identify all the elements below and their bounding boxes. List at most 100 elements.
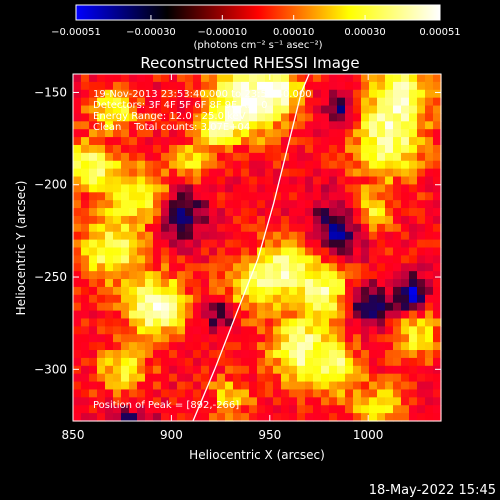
heatmap-cell bbox=[329, 263, 338, 272]
heatmap-cell bbox=[417, 176, 426, 186]
heatmap-cell bbox=[249, 121, 258, 130]
heatmap-cell bbox=[249, 184, 258, 193]
heatmap-cell bbox=[377, 342, 386, 351]
heatmap-cell bbox=[257, 247, 266, 256]
heatmap-cell bbox=[369, 113, 378, 122]
heatmap-cell bbox=[153, 74, 162, 83]
heatmap-cell bbox=[113, 74, 122, 83]
heatmap-cell bbox=[409, 239, 418, 249]
heatmap-cell bbox=[321, 350, 330, 359]
heatmap-cell bbox=[249, 231, 258, 241]
heatmap-cell bbox=[385, 184, 394, 193]
heatmap-cell bbox=[369, 215, 378, 225]
heatmap-cell bbox=[345, 334, 354, 343]
heatmap-cell bbox=[417, 89, 426, 99]
heatmap-cell bbox=[169, 184, 178, 193]
heatmap-cell bbox=[273, 310, 282, 320]
heatmap-cell bbox=[257, 310, 266, 320]
heatmap-cell bbox=[313, 294, 322, 304]
heatmap-cell bbox=[433, 397, 442, 406]
heatmap-cell bbox=[337, 294, 346, 304]
heatmap-cell bbox=[217, 310, 226, 320]
heatmap-cell bbox=[265, 223, 274, 233]
heatmap-cell bbox=[121, 160, 130, 170]
heatmap-cell bbox=[225, 200, 234, 209]
heatmap-cell bbox=[137, 160, 146, 170]
heatmap-cell bbox=[81, 168, 90, 178]
heatmap-cell bbox=[105, 152, 114, 162]
heatmap-cell bbox=[209, 89, 218, 99]
heatmap-cell bbox=[73, 302, 82, 312]
heatmap-cell bbox=[241, 176, 250, 186]
heatmap-cell bbox=[321, 294, 330, 304]
heatmap-cell bbox=[193, 263, 202, 272]
heatmap-cell bbox=[121, 342, 130, 351]
heatmap-cell bbox=[201, 129, 210, 138]
heatmap-cell bbox=[417, 413, 426, 422]
heatmap-cell bbox=[393, 97, 402, 107]
heatmap-cell bbox=[329, 255, 338, 264]
heatmap-cell bbox=[89, 342, 98, 351]
heatmap-cell bbox=[145, 231, 154, 241]
heatmap-cell bbox=[169, 286, 178, 296]
heatmap-cell bbox=[345, 239, 354, 249]
heatmap-cell bbox=[113, 105, 122, 115]
heatmap-cell bbox=[81, 160, 90, 170]
heatmap-cell bbox=[289, 152, 298, 162]
heatmap-cell bbox=[369, 121, 378, 130]
heatmap-cell bbox=[113, 239, 122, 249]
heatmap-cell bbox=[225, 342, 234, 351]
heatmap-cell bbox=[409, 342, 418, 351]
heatmap-cell bbox=[225, 294, 234, 304]
heatmap-cell bbox=[97, 192, 106, 201]
heatmap-cell bbox=[81, 192, 90, 201]
heatmap-cell bbox=[329, 397, 338, 406]
heatmap-cell bbox=[177, 373, 186, 383]
heatmap-cell bbox=[433, 286, 442, 296]
heatmap-cell bbox=[329, 350, 338, 359]
heatmap-cell bbox=[73, 318, 82, 327]
heatmap-cell bbox=[345, 381, 354, 391]
heatmap-cell bbox=[201, 168, 210, 178]
heatmap-cell bbox=[121, 239, 130, 249]
heatmap-cell bbox=[265, 334, 274, 343]
heatmap-cell bbox=[417, 294, 426, 304]
heatmap-cell bbox=[337, 326, 346, 335]
heatmap-cell bbox=[385, 137, 394, 146]
heatmap-cell bbox=[177, 144, 186, 154]
heatmap-cell bbox=[201, 318, 210, 327]
heatmap-cell bbox=[369, 294, 378, 304]
heatmap-cell bbox=[105, 413, 114, 422]
heatmap-cell bbox=[113, 413, 122, 422]
heatmap-cell bbox=[233, 121, 242, 130]
heatmap-cell bbox=[361, 263, 370, 272]
plot-frame bbox=[72, 73, 442, 422]
heatmap-cell bbox=[105, 279, 114, 288]
heatmap-cell bbox=[257, 334, 266, 343]
heatmap-cell bbox=[305, 310, 314, 320]
heatmap-cell bbox=[321, 239, 330, 249]
heatmap-cell bbox=[193, 350, 202, 359]
heatmap-cell bbox=[121, 302, 130, 312]
heatmap-cell bbox=[145, 81, 154, 91]
x-tick-label: 850 bbox=[62, 428, 85, 442]
heatmap-cell bbox=[401, 271, 410, 280]
heatmap-cell bbox=[241, 381, 250, 391]
heatmap-cell bbox=[345, 271, 354, 280]
heatmap-cell bbox=[161, 192, 170, 201]
heatmap-cell bbox=[353, 294, 362, 304]
heatmap-cell bbox=[201, 247, 210, 256]
heatmap-cell bbox=[153, 231, 162, 241]
heatmap-cell bbox=[129, 342, 138, 351]
heatmap-cell bbox=[97, 168, 106, 178]
heatmap-cell bbox=[265, 113, 274, 122]
heatmap-cell bbox=[289, 365, 298, 375]
heatmap-cell bbox=[313, 413, 322, 422]
heatmap-cell bbox=[113, 231, 122, 241]
heatmap-cell bbox=[289, 176, 298, 186]
heatmap-cell bbox=[169, 81, 178, 91]
heatmap-cell bbox=[425, 81, 434, 91]
heatmap-cell bbox=[257, 286, 266, 296]
heatmap-cell bbox=[233, 373, 242, 383]
heatmap-cell bbox=[273, 113, 282, 122]
